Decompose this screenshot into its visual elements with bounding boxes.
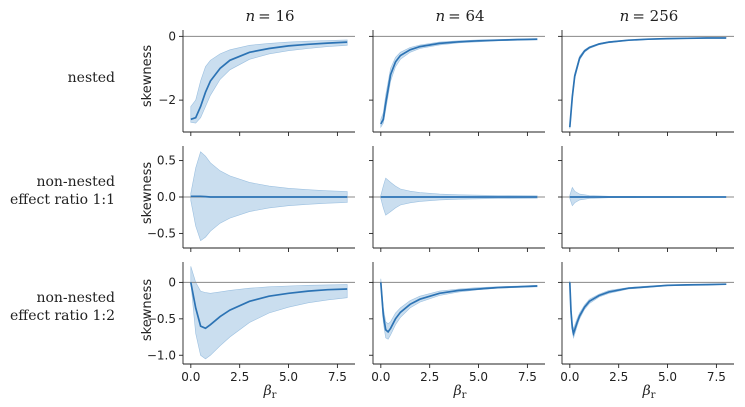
panel-r2-c3 [558, 146, 734, 252]
y-tick-label: −2 [158, 93, 176, 107]
row-label-nonnested-1to2-line1: non-nested [36, 290, 115, 306]
row-label-nested: nested [68, 70, 115, 86]
panel-r1-c2 [369, 30, 545, 136]
x-tick-label: 2.5 [230, 370, 249, 384]
mean-skewness-line [568, 282, 727, 337]
y-tick-label: −0.5 [147, 226, 176, 240]
column-title-2: n = 64 [435, 7, 484, 25]
x-tick-label: 0.0 [181, 370, 200, 384]
x-tick-label: 2.5 [420, 370, 439, 384]
x-tick-label: 7.5 [707, 370, 726, 384]
y-tick-label: 0.0 [157, 190, 176, 204]
xlabel-col-1: βr [263, 383, 277, 401]
x-tick-label: 5.0 [469, 370, 488, 384]
panel-r2-c1: 0.5 0.0 −0.5 [147, 146, 355, 252]
y-tick-label: 0.5 [157, 154, 176, 168]
ylabel-row-1: skewness [140, 45, 155, 107]
x-axis-labels: βr βr βr [263, 383, 656, 401]
panel-grid: 0 −2 0.5 0.0 −0.5 0 −0.5 −1.0 0.0 2.5 5.0 7.5 0.0 2.5… [147, 29, 734, 384]
x-tick-label: 5.0 [279, 370, 298, 384]
column-title-1: n = 16 [245, 7, 294, 25]
row-label-nonnested-1to1-line2: effect ratio 1:1 [10, 192, 115, 208]
panel-r3-c1: 0 −0.5 −1.0 0.0 2.5 5.0 7.5 [147, 262, 355, 384]
panel-r1-c1: 0 −2 [158, 29, 355, 136]
mean-skewness-line [379, 282, 538, 334]
mean-skewness-line [190, 195, 348, 198]
panel-r3-c3: 0.0 2.5 5.0 7.5 [558, 262, 734, 384]
x-tick-label: 2.5 [609, 370, 628, 384]
mean-skewness-line [380, 38, 538, 125]
column-titles: n = 16 n = 64 n = 256 [245, 7, 678, 25]
y-tick-label: −1.0 [147, 348, 176, 362]
confidence-band [569, 37, 727, 129]
column-title-3: n = 256 [620, 7, 679, 25]
y-tick-label: 0 [168, 275, 176, 289]
panel-r3-c2: 0.0 2.5 5.0 7.5 [369, 262, 545, 384]
x-tick-label: 7.5 [328, 370, 347, 384]
y-axis-labels: skewness skewness skewness [140, 45, 155, 341]
mean-skewness-line [568, 37, 727, 128]
x-tick-label: 5.0 [658, 370, 677, 384]
ylabel-row-3: skewness [140, 279, 155, 341]
panel-r1-c3 [558, 30, 734, 136]
y-tick-label: −0.5 [147, 312, 176, 326]
row-labels: nested non-nested effect ratio 1:1 non-n… [10, 70, 115, 324]
x-tick-label: 0.0 [560, 370, 579, 384]
ylabel-row-2: skewness [140, 162, 155, 224]
confidence-band [569, 280, 727, 339]
x-tick-label: 0.0 [371, 370, 390, 384]
row-label-nonnested-1to1-line1: non-nested [36, 174, 115, 190]
panel-r2-c2 [369, 146, 545, 252]
mean-skewness-line [189, 282, 348, 330]
y-tick-label: 0 [168, 29, 176, 43]
confidence-band [380, 38, 538, 129]
xlabel-col-3: βr [642, 383, 656, 401]
confidence-band [190, 266, 348, 360]
mean-skewness-line [190, 41, 348, 121]
x-tick-label: 7.5 [518, 370, 537, 384]
xlabel-col-2: βr [453, 383, 467, 401]
confidence-band [190, 39, 348, 124]
row-label-nonnested-1to2-line2: effect ratio 1:2 [10, 308, 115, 324]
